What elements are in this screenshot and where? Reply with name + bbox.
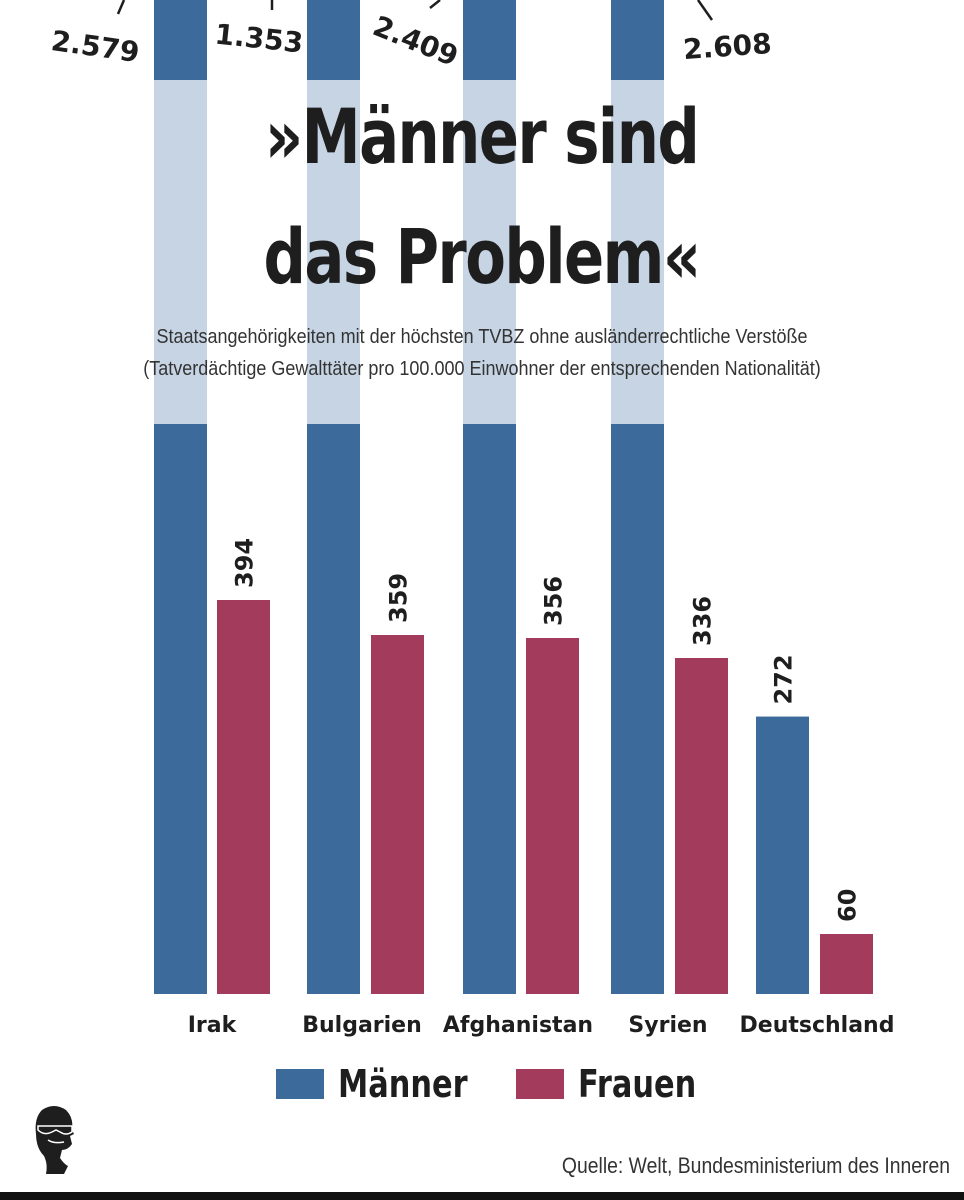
bar-frauen-bulgarien <box>371 635 424 994</box>
bottom-rule <box>0 1192 964 1200</box>
bar-maenner-irak <box>154 0 207 994</box>
leader-line-maenner-syrien <box>696 0 714 21</box>
category-label-syrien: Syrien <box>628 1013 707 1038</box>
value-label-frauen-afghanistan: 356 <box>540 576 568 626</box>
value-label-frauen-bulgarien: 359 <box>385 573 413 623</box>
value-label-frauen-syrien: 336 <box>689 596 717 646</box>
category-label-deutschland: Deutschland <box>740 1013 895 1038</box>
bar-maenner-syrien <box>611 0 664 994</box>
bar-frauen-syrien <box>675 658 728 994</box>
legend-swatch-frauen <box>516 1069 564 1099</box>
chart-title-line-1: »Männer sind <box>264 92 700 181</box>
legend-label-frauen: Frauen <box>578 1062 697 1106</box>
source-note: Quelle: Welt, Bundesministerium des Inne… <box>561 1153 950 1178</box>
chart-subtitle-line-1: Staatsangehörigkeiten mit der höchsten T… <box>156 326 808 348</box>
legend-label-maenner: Männer <box>338 1062 468 1106</box>
legend-swatch-maenner <box>276 1069 324 1099</box>
category-label-bulgarien: Bulgarien <box>302 1013 422 1038</box>
chart-subtitle-line-2: (Tatverdächtige Gewalttäter pro 100.000 … <box>143 358 821 380</box>
bar-maenner-deutschland <box>756 716 809 994</box>
bar-maenner-afghanistan <box>463 0 516 994</box>
legend-item-frauen: Frauen <box>516 1058 726 1110</box>
value-label-maenner-irak: 2.579 <box>49 24 141 69</box>
leader-line-maenner-afghanistan <box>429 0 441 9</box>
category-label-afghanistan: Afghanistan <box>443 1013 593 1038</box>
bar-maenner-bulgarien <box>307 0 360 994</box>
value-label-frauen-irak: 394 <box>231 538 259 588</box>
bar-frauen-deutschland <box>820 934 873 994</box>
value-label-maenner-bulgarien: 1.353 <box>213 18 305 60</box>
legend-item-maenner: Männer <box>276 1058 500 1110</box>
bar-frauen-irak <box>217 600 270 994</box>
value-label-frauen-deutschland: 60 <box>834 889 862 922</box>
category-label-irak: Irak <box>188 1013 238 1038</box>
value-label-maenner-syrien: 2.608 <box>682 27 773 66</box>
value-label-maenner-deutschland: 272 <box>770 654 798 704</box>
leader-line-maenner-irak <box>116 0 126 15</box>
silhouette-head-sunglasses-icon <box>35 1106 74 1174</box>
value-label-maenner-afghanistan: 2.409 <box>368 9 462 73</box>
chart-title-line-2: das Problem« <box>263 212 702 301</box>
bar-frauen-afghanistan <box>526 638 579 994</box>
